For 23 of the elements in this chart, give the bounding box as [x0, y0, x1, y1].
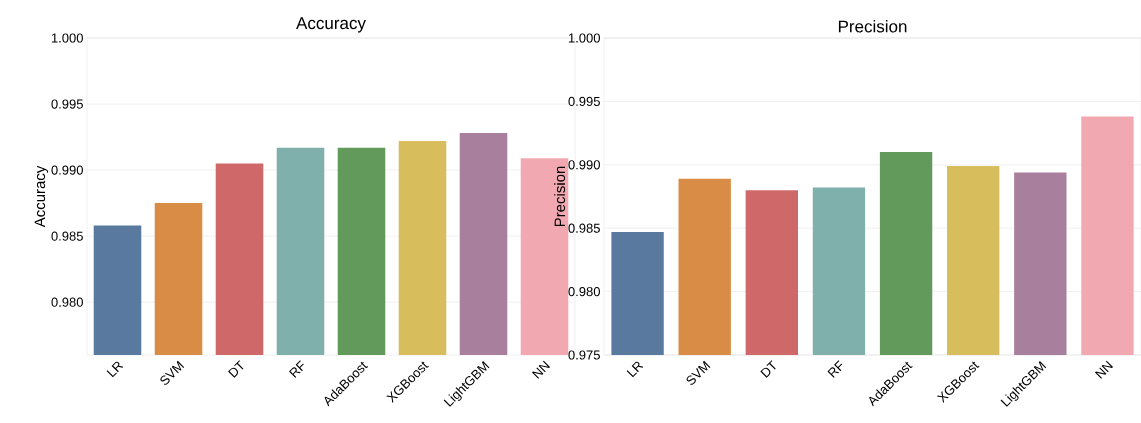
y-tick-label: 0.990: [51, 165, 83, 175]
chart-title: Precision: [838, 20, 907, 33]
y-axis-title: Precision: [554, 166, 566, 227]
x-tick-label: RF: [289, 360, 304, 378]
x-tick-label: DT: [228, 360, 244, 378]
x-tick-label: NN: [1094, 360, 1114, 379]
y-tick-label: 0.980: [51, 297, 83, 307]
chart-title: Accuracy: [296, 17, 366, 33]
y-tick-label: 0.985: [51, 231, 83, 241]
y-tick-label: 1.000: [568, 33, 600, 43]
y-tick-label: 0.995: [51, 99, 83, 109]
x-tick-label: RF: [827, 360, 843, 378]
x-tick-label: DT: [760, 360, 776, 378]
y-tick-label: 0.975: [568, 350, 600, 360]
x-tick-label: LR: [626, 361, 644, 378]
y-tick-label: 0.980: [568, 287, 600, 297]
y-tick-label: 1.000: [51, 33, 83, 43]
y-tick-label: 0.985: [568, 223, 600, 233]
y-tick-label: 0.990: [568, 160, 600, 170]
x-tick-label: LR: [106, 361, 124, 378]
x-tick-label: NN: [531, 360, 551, 379]
y-axis-title: Accuracy: [34, 165, 49, 228]
y-tick-label: 0.995: [568, 96, 600, 106]
